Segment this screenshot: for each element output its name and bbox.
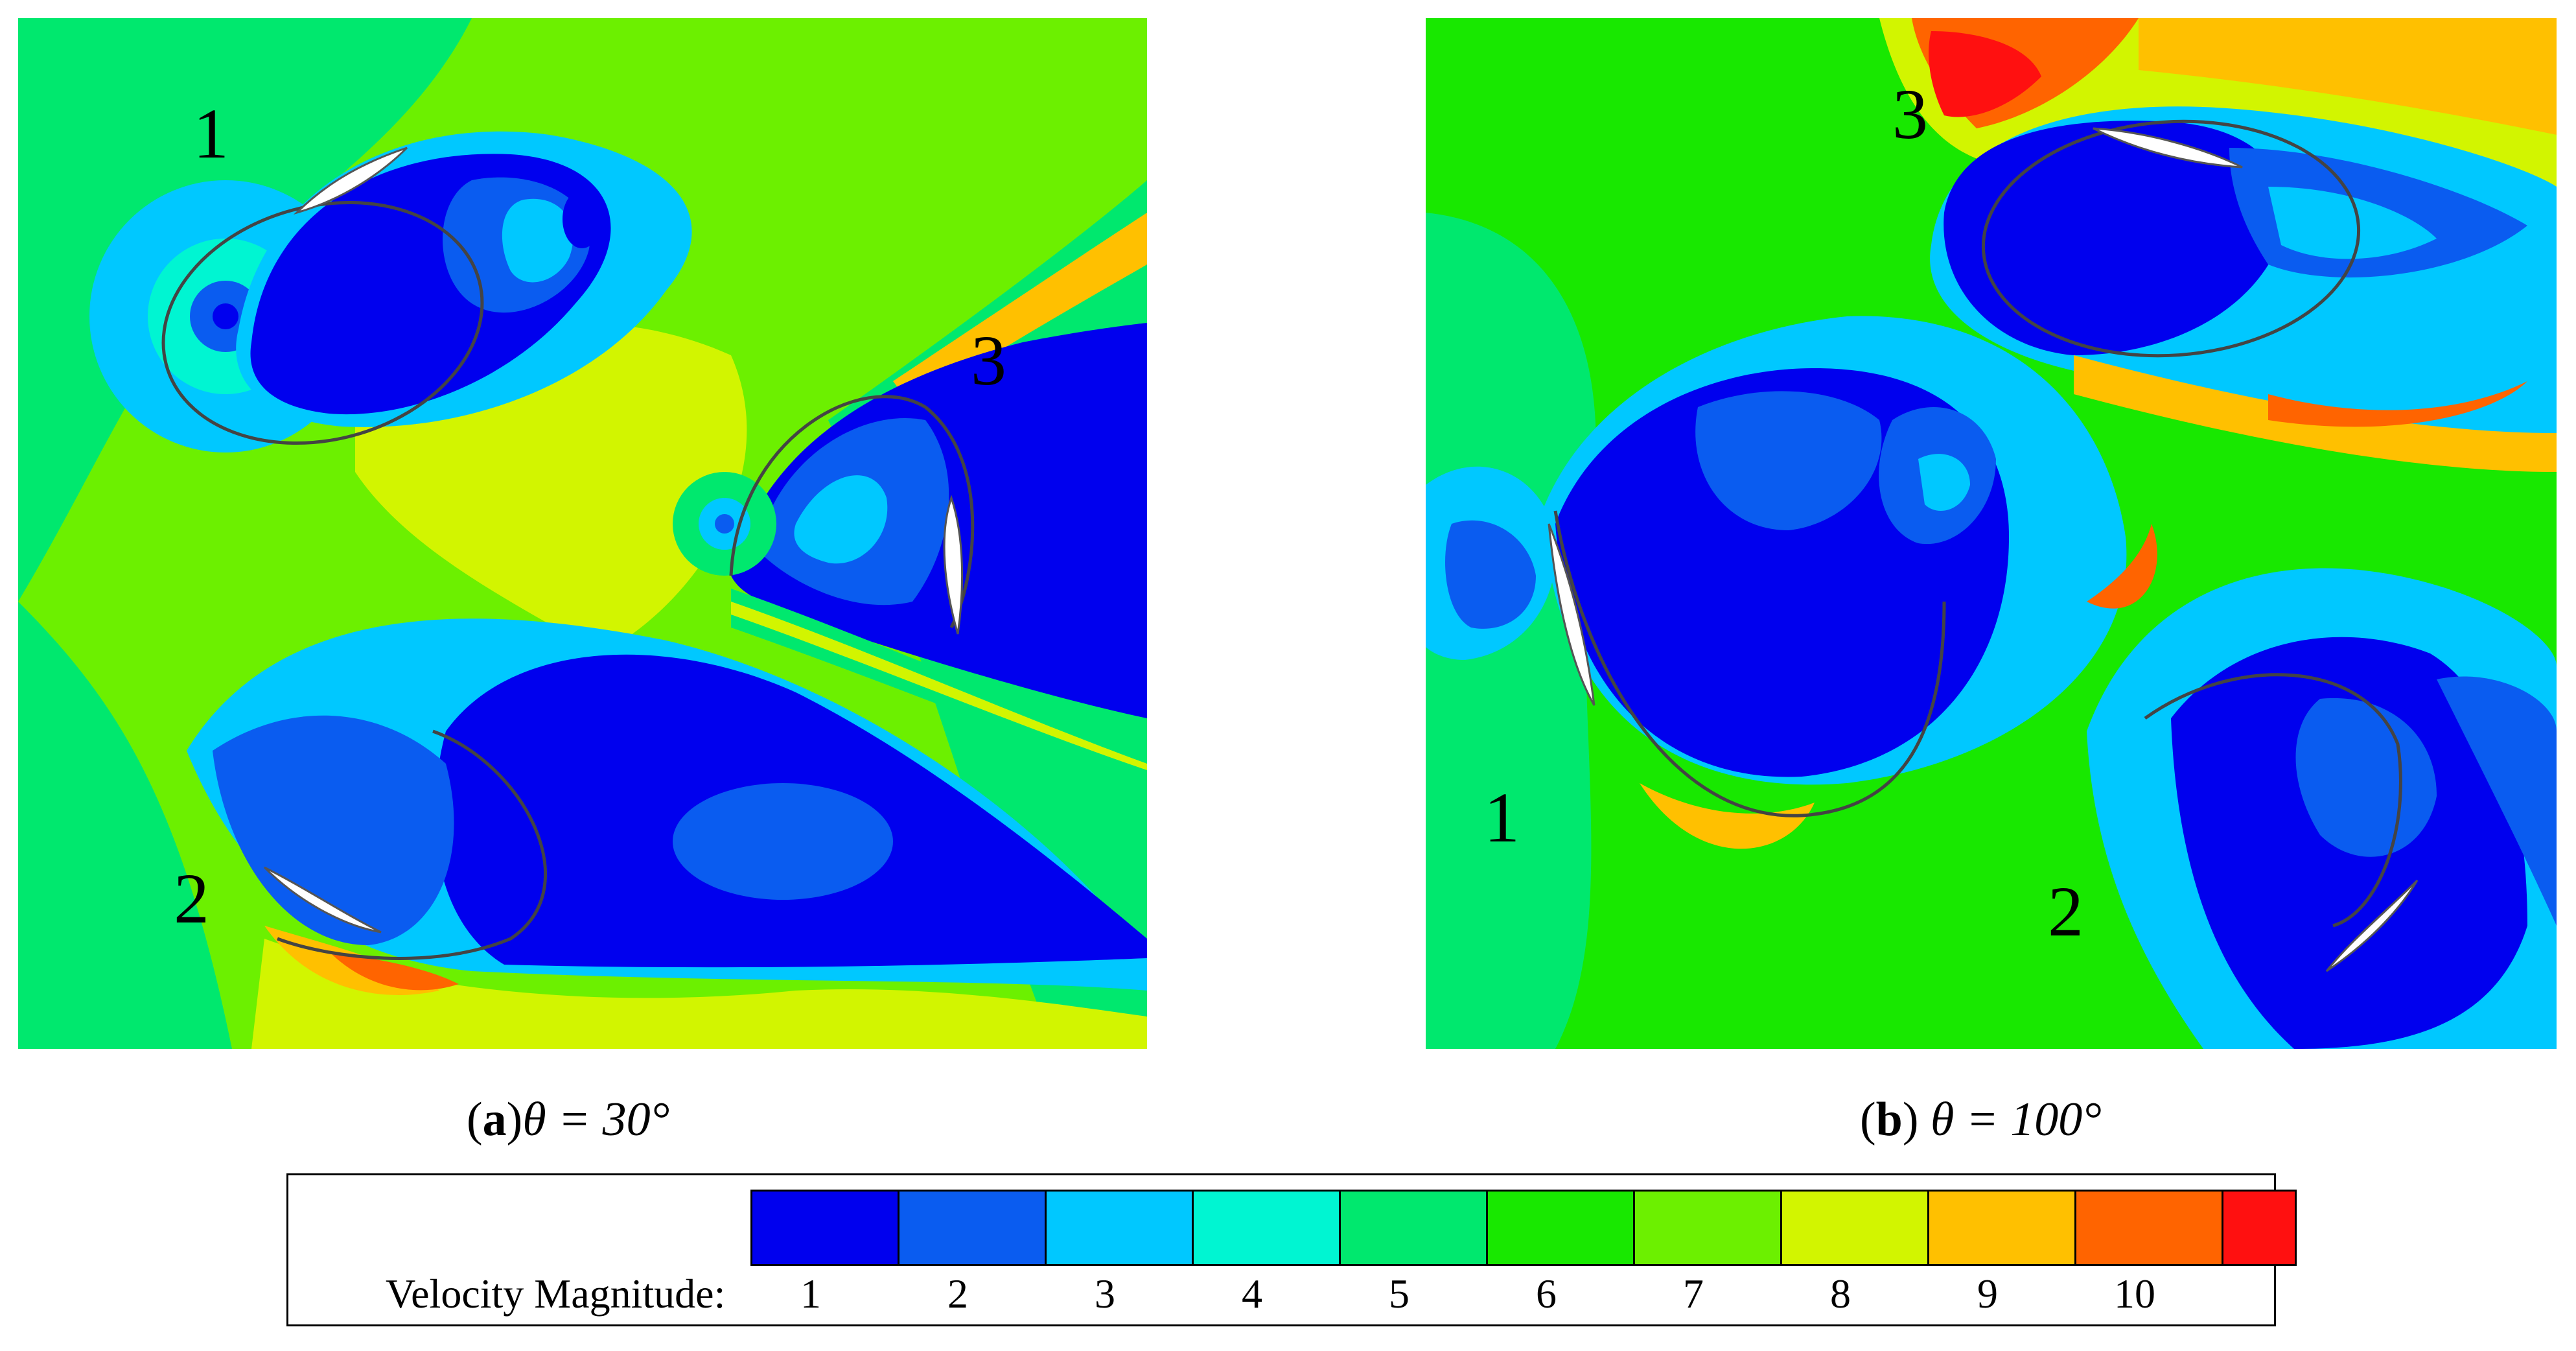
- legend-tick-label: 3: [1095, 1271, 1115, 1317]
- blade-label-a-1: 1: [193, 94, 229, 173]
- legend-tick-label: 7: [1683, 1271, 1704, 1317]
- blade-label-a-2: 2: [174, 859, 209, 938]
- legend-swatch: [1488, 1192, 1635, 1264]
- blade-label-b-1: 1: [1484, 778, 1520, 857]
- legend-swatch: [2076, 1192, 2223, 1264]
- legend-tick-label: 9: [1977, 1271, 1998, 1317]
- legend-tick-label: 10: [2114, 1271, 2155, 1317]
- velocity-contour-b: 1 2 3: [1426, 18, 2557, 1049]
- caption-b-angle: θ = 100°: [1930, 1093, 2102, 1146]
- legend-swatch: [1782, 1192, 1929, 1264]
- velocity-contour-a: 1 2 3: [18, 18, 1147, 1049]
- caption-a-angle: θ = 30°: [522, 1093, 670, 1146]
- legend-tick-label: 6: [1536, 1271, 1557, 1317]
- legend-color-bar: [750, 1190, 2297, 1266]
- legend-swatch: [1194, 1192, 1341, 1264]
- legend-swatch: [752, 1192, 899, 1264]
- legend-swatch: [899, 1192, 1047, 1264]
- blade-label-a-3: 3: [971, 321, 1006, 400]
- caption-b-letter: b: [1875, 1093, 1903, 1146]
- legend-tick-label: 8: [1830, 1271, 1851, 1317]
- legend-swatch: [2223, 1192, 2295, 1264]
- contour-plot-a: 1 2 3: [18, 18, 1147, 1049]
- contour-plot-b: 1 2 3: [1426, 18, 2557, 1049]
- caption-a: (a)θ = 30°: [467, 1093, 670, 1146]
- legend-swatch: [1047, 1192, 1194, 1264]
- legend-swatch: [1929, 1192, 2076, 1264]
- caption-a-letter: a: [482, 1093, 507, 1146]
- legend-tick-label: 5: [1389, 1271, 1410, 1317]
- legend-tick-label: 2: [947, 1271, 968, 1317]
- legend-title: Velocity Magnitude:: [386, 1271, 726, 1317]
- legend-tick-label: 1: [800, 1271, 821, 1317]
- legend-swatch: [1635, 1192, 1782, 1264]
- legend-swatch: [1341, 1192, 1488, 1264]
- blade-label-b-2: 2: [2048, 872, 2083, 951]
- caption-b: (b) θ = 100°: [1860, 1093, 2102, 1146]
- legend-tick-label: 4: [1242, 1271, 1262, 1317]
- color-legend: Velocity Magnitude: 1 2 3 4 5 6 7 8 9 10: [286, 1173, 2297, 1326]
- blade-label-b-3: 3: [1892, 75, 1928, 154]
